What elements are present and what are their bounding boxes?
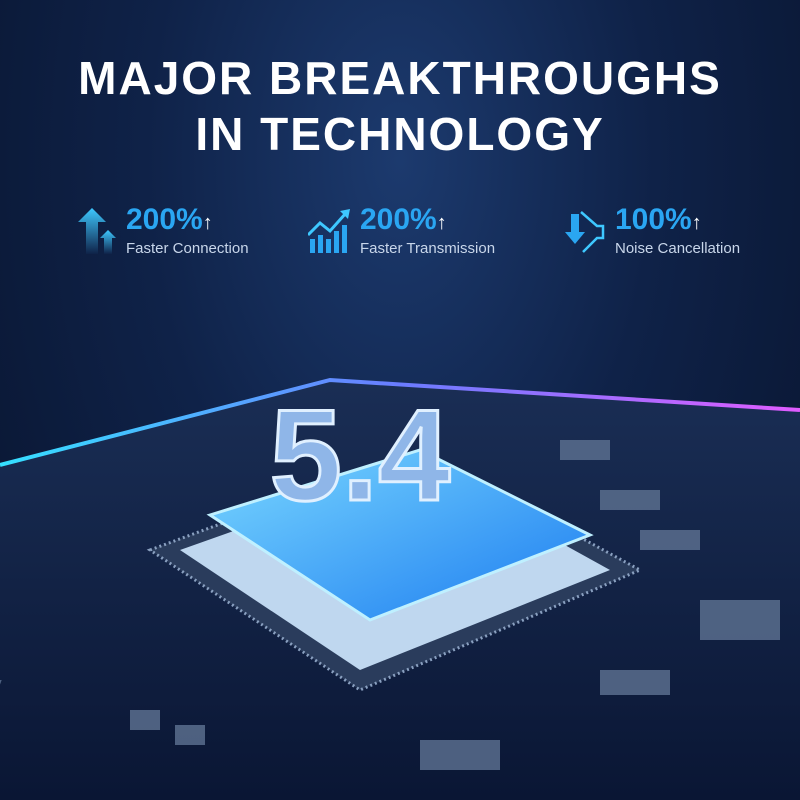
stat-label: Noise Cancellation [615, 240, 741, 257]
headline-line2: IN TECHNOLOGY [195, 108, 605, 160]
stat-noise-cancellation: 100%↑ Noise Cancellation [565, 205, 740, 257]
stat-value: 200% [126, 203, 203, 236]
up-arrow-icon: ↑ [691, 212, 702, 234]
up-arrow-icon: ↑ [202, 212, 213, 234]
stat-faster-transmission: 200%↑ Faster Transmission [308, 205, 495, 257]
up-arrow-icon: ↑ [436, 212, 447, 234]
stat-label: Faster Connection [126, 240, 249, 257]
speaker-down-icon [565, 211, 605, 253]
stat-value: 100% [615, 203, 692, 236]
circuit-board-illustration: 5.4 [0, 377, 800, 800]
chip-version-label: 5.4 [270, 382, 451, 528]
headline: MAJOR BREAKTHROUGHS IN TECHNOLOGY [0, 50, 800, 162]
processor-chip [146, 448, 644, 692]
bar-chart-rising-icon [308, 209, 350, 253]
arrows-up-icon [78, 208, 116, 254]
headline-line1: MAJOR BREAKTHROUGHS [78, 52, 722, 104]
stat-label: Faster Transmission [360, 240, 496, 257]
stat-faster-connection: 200%↑ Faster Connection [78, 205, 249, 257]
stat-value: 200% [360, 203, 437, 236]
